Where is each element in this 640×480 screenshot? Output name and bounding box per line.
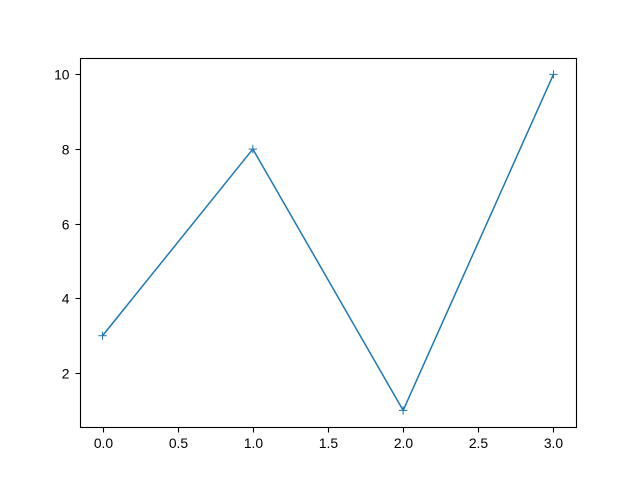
svg-text:0.0: 0.0 [94,435,114,451]
svg-text:6: 6 [62,217,70,233]
svg-text:8: 8 [62,142,70,158]
svg-text:1.0: 1.0 [244,435,264,451]
svg-text:2.5: 2.5 [469,435,489,451]
svg-text:1.5: 1.5 [319,435,339,451]
svg-text:0.5: 0.5 [169,435,189,451]
svg-text:4: 4 [62,291,70,307]
svg-text:2.0: 2.0 [394,435,414,451]
svg-text:3.0: 3.0 [544,435,564,451]
svg-text:2: 2 [62,366,70,382]
svg-text:10: 10 [54,67,70,83]
